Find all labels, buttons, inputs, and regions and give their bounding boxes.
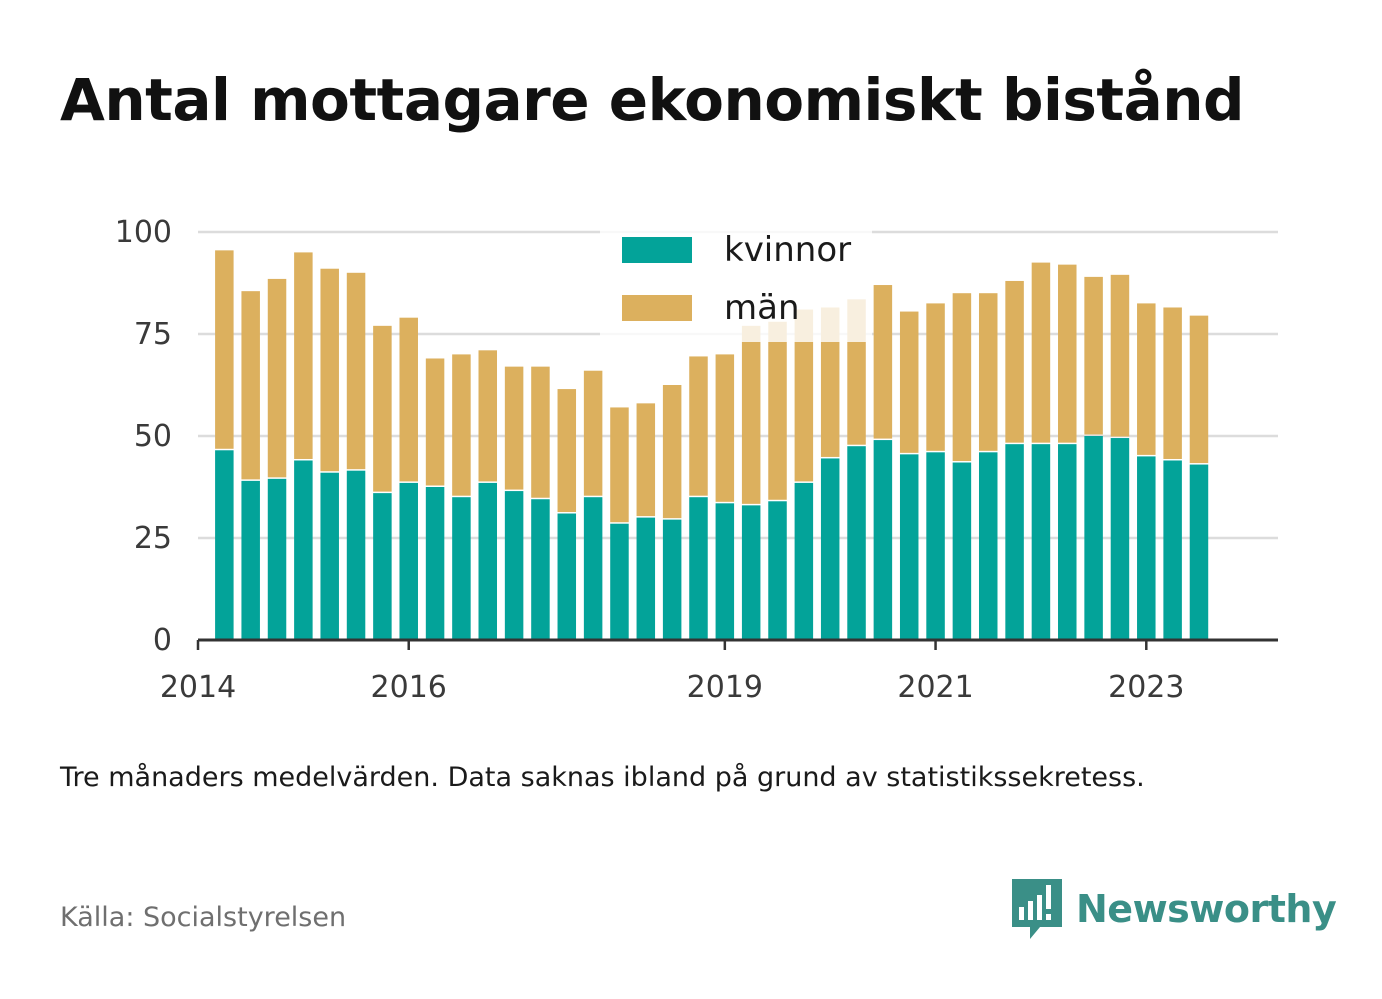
bar-man xyxy=(689,356,708,496)
brand-name: Newsworthy xyxy=(1076,887,1337,931)
bar-kvinnor xyxy=(741,505,761,640)
bar-man xyxy=(399,317,418,482)
axes: 0 25 50 75 100 2014 2016 2019 2021 2023 xyxy=(115,215,1278,705)
bar-kvinnor xyxy=(425,487,445,640)
legend: kvinnor män xyxy=(600,222,872,342)
bar-man xyxy=(794,309,814,482)
x-tick-label: 2014 xyxy=(160,670,236,705)
bar-kvinnor xyxy=(873,440,893,640)
bar-kvinnor xyxy=(1189,464,1209,640)
bar-man xyxy=(1005,280,1024,443)
legend-label: kvinnor xyxy=(724,230,851,270)
bar-kvinnor xyxy=(1058,444,1077,640)
bar-kvinnor xyxy=(1163,460,1182,640)
bar-man xyxy=(1084,276,1103,435)
bar-man xyxy=(504,366,524,490)
bar-man xyxy=(636,403,656,517)
chart-note: Tre månaders medelvärden. Data saknas ib… xyxy=(60,762,1145,793)
y-tick-label: 0 xyxy=(153,623,172,658)
bar-kvinnor xyxy=(504,491,524,640)
brand-logo[interactable]: Newsworthy xyxy=(1010,876,1337,942)
bar-man xyxy=(820,307,840,457)
bar-man xyxy=(241,291,260,480)
bar-kvinnor xyxy=(215,450,234,640)
x-tick-label: 2016 xyxy=(371,670,447,705)
bar-man xyxy=(873,285,893,439)
bar-man xyxy=(899,311,919,453)
bar-man xyxy=(478,350,498,482)
x-tick-label: 2019 xyxy=(687,670,763,705)
stacked-bar-chart: 0 25 50 75 100 2014 2016 2019 2021 2023 kvinnor mä… xyxy=(115,215,1278,705)
bar-man xyxy=(1163,307,1182,459)
x-tick-label: 2023 xyxy=(1108,670,1184,705)
y-tick-label: 25 xyxy=(134,521,172,556)
legend-swatch xyxy=(622,237,692,263)
bar-kvinnor xyxy=(768,501,787,640)
bar-kvinnor xyxy=(610,523,629,640)
bar-man xyxy=(346,272,366,470)
bar-man xyxy=(373,325,392,492)
bar-man xyxy=(320,268,339,472)
bar-kvinnor xyxy=(794,482,814,640)
x-tick-label: 2021 xyxy=(897,670,973,705)
bar-kvinnor xyxy=(320,472,339,640)
bar-kvinnor xyxy=(952,462,972,640)
bar-man xyxy=(452,354,471,496)
bar-kvinnor xyxy=(926,452,945,640)
bar-man xyxy=(294,252,313,459)
bar-kvinnor xyxy=(373,493,392,640)
bar-kvinnor xyxy=(346,470,366,640)
bar-kvinnor xyxy=(662,519,682,640)
bar-kvinnor xyxy=(715,503,735,640)
bar-kvinnor xyxy=(847,446,866,640)
chart-title: Antal mottagare ekonomiskt bistånd xyxy=(60,66,1245,134)
bar-man xyxy=(267,278,287,478)
legend-label: män xyxy=(724,288,800,328)
bar-man xyxy=(662,385,682,519)
bar-kvinnor xyxy=(241,480,260,640)
bar-kvinnor xyxy=(1005,444,1024,640)
bar-kvinnor xyxy=(820,458,840,640)
bar-kvinnor xyxy=(583,497,603,640)
bar-man xyxy=(557,389,577,513)
bar-man xyxy=(531,366,550,498)
bar-kvinnor xyxy=(531,499,550,640)
bar-kvinnor xyxy=(1031,444,1051,640)
y-tick-label: 75 xyxy=(134,317,172,352)
source-credit: Källa: Socialstyrelsen xyxy=(60,902,347,933)
bar-kvinnor xyxy=(399,482,418,640)
bar-kvinnor xyxy=(267,478,287,640)
legend-swatch xyxy=(622,295,692,321)
bar-kvinnor xyxy=(478,482,498,640)
bar-kvinnor xyxy=(1084,436,1103,640)
bar-kvinnor xyxy=(899,454,919,640)
y-tick-label: 100 xyxy=(115,215,172,250)
bar-man xyxy=(926,303,945,451)
bar-man xyxy=(1031,262,1051,443)
bar-man xyxy=(1137,303,1156,455)
bar-series xyxy=(215,250,1209,640)
bar-man xyxy=(768,321,787,500)
bar-man xyxy=(583,370,603,496)
bar-kvinnor xyxy=(636,517,656,640)
bar-man xyxy=(952,293,972,462)
bar-kvinnor xyxy=(978,452,998,640)
bar-kvinnor xyxy=(557,513,577,640)
bar-kvinnor xyxy=(1137,456,1156,640)
bar-kvinnor xyxy=(452,497,471,640)
bar-man xyxy=(610,407,629,523)
bar-man xyxy=(215,250,234,449)
bar-man xyxy=(978,293,998,451)
bar-man xyxy=(1189,315,1209,464)
bar-kvinnor xyxy=(689,497,708,640)
bar-kvinnor xyxy=(1110,438,1130,640)
bar-man xyxy=(425,358,445,486)
newsworthy-logo-icon xyxy=(1012,879,1062,939)
bar-kvinnor xyxy=(294,460,313,640)
bar-man xyxy=(1058,264,1077,443)
y-tick-label: 50 xyxy=(134,419,172,454)
bar-man xyxy=(741,325,761,504)
bar-man xyxy=(715,354,735,502)
bar-man xyxy=(1110,274,1130,437)
